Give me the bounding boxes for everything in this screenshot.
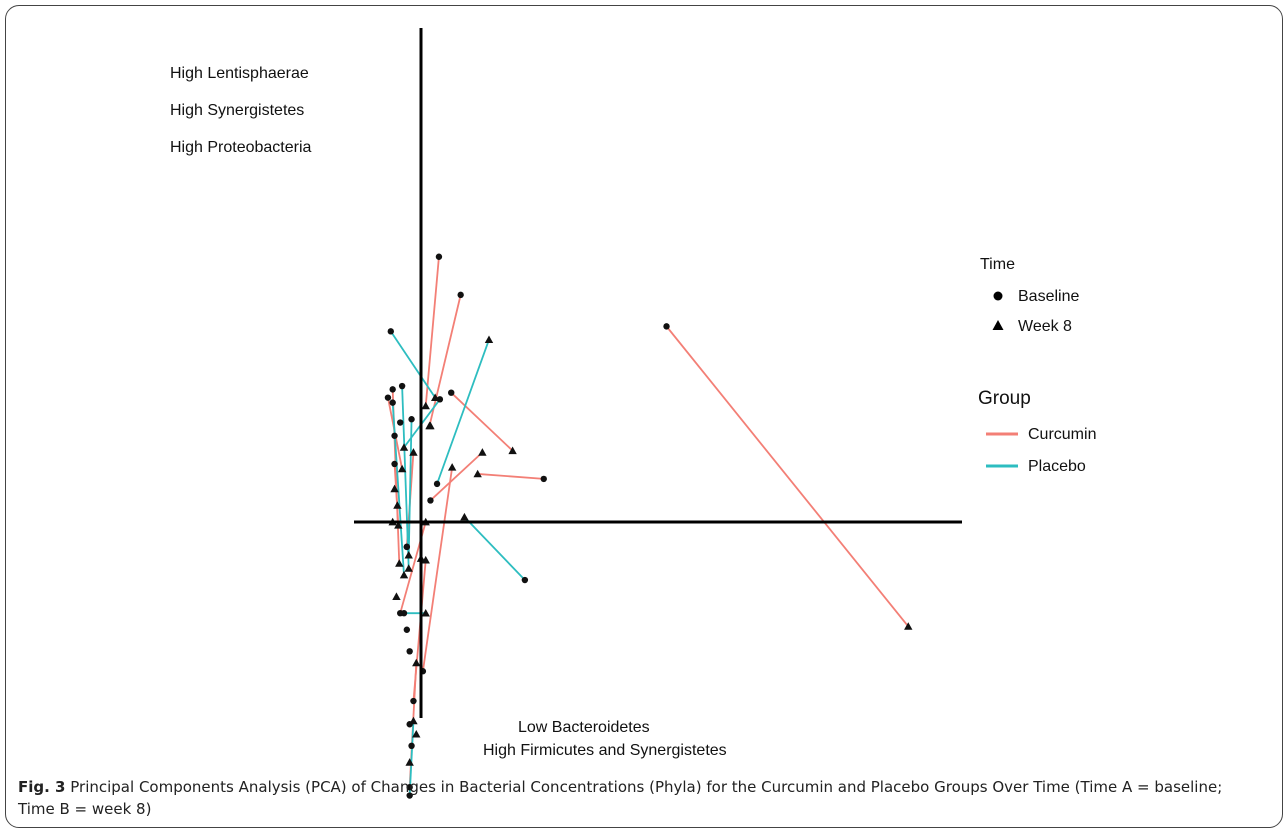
placebo-segment bbox=[463, 516, 526, 581]
curcumin-baseline-point bbox=[457, 291, 464, 299]
legend-week8-label: Week 8 bbox=[1018, 318, 1072, 335]
placebo-baseline-point bbox=[521, 576, 529, 584]
curcumin-week8-point bbox=[508, 446, 517, 455]
placebo-week8-point bbox=[404, 564, 413, 572]
curcumin-week8-point bbox=[478, 448, 487, 456]
quadrant-label-2: High Synergistetes bbox=[170, 102, 305, 119]
curcumin-segment bbox=[428, 294, 462, 427]
week8-point bbox=[392, 592, 401, 600]
placebo-week8-point bbox=[404, 550, 413, 559]
baseline-point bbox=[403, 543, 411, 551]
curcumin-week8-point bbox=[397, 464, 407, 473]
curcumin-baseline-point bbox=[663, 323, 670, 330]
quadrant-label-1: High Lentisphaerae bbox=[170, 65, 309, 82]
curcumin-baseline-point bbox=[406, 784, 413, 791]
figure-frame bbox=[5, 5, 1283, 828]
curcumin-baseline-point bbox=[410, 697, 417, 705]
curcumin-segment bbox=[665, 325, 909, 628]
curcumin-segment bbox=[421, 467, 454, 672]
curcumin-segment bbox=[477, 473, 544, 480]
legend-placebo-label: Placebo bbox=[1028, 458, 1086, 475]
curcumin-baseline-point bbox=[540, 475, 547, 483]
placebo-segment bbox=[390, 330, 436, 399]
curcumin-week8-point bbox=[473, 469, 482, 478]
baseline-point bbox=[406, 648, 413, 655]
legend-circle-icon bbox=[993, 291, 1003, 301]
curcumin-segment bbox=[393, 463, 400, 526]
figure-caption: Fig. 3 Principal Components Analysis (PC… bbox=[18, 776, 1258, 820]
curcumin-baseline-point bbox=[391, 460, 398, 468]
bottom-label-2: High Firmicutes and Synergistetes bbox=[483, 742, 727, 759]
legend-baseline-label: Baseline bbox=[1018, 288, 1080, 305]
baseline-point bbox=[408, 742, 415, 750]
curcumin-week8-point bbox=[447, 463, 457, 471]
legend-triangle-icon bbox=[992, 320, 1004, 330]
placebo-week8-point bbox=[484, 335, 494, 343]
baseline-point bbox=[406, 721, 413, 728]
legend-group-swatches bbox=[986, 432, 1018, 468]
placebo-baseline-point bbox=[400, 609, 408, 617]
curcumin-baseline-point bbox=[435, 253, 443, 260]
week8-point bbox=[412, 730, 421, 738]
placebo-segment bbox=[436, 339, 490, 485]
placebo-week8-point bbox=[421, 608, 430, 617]
caption-label: Fig. 3 bbox=[18, 778, 66, 796]
legend-curcumin-label: Curcumin bbox=[1028, 426, 1097, 443]
placebo-week8-point bbox=[460, 512, 469, 521]
curcumin-week8-point bbox=[394, 521, 403, 529]
bottom-label-1: Low Bacteroidetes bbox=[518, 719, 650, 736]
week8-point bbox=[426, 421, 435, 430]
curcumin-baseline-point bbox=[389, 386, 396, 393]
curcumin-week8-point bbox=[409, 448, 418, 456]
placebo-segment bbox=[408, 720, 415, 796]
curcumin-segment bbox=[429, 451, 483, 502]
placebo-baseline-point bbox=[389, 399, 396, 406]
curcumin-baseline-point bbox=[448, 389, 455, 396]
curcumin-week8-point bbox=[412, 658, 421, 667]
curcumin-segment bbox=[450, 392, 514, 452]
caption-text: Principal Components Analysis (PCA) of C… bbox=[18, 778, 1223, 818]
placebo-baseline-point bbox=[387, 328, 394, 335]
placebo-baseline-point bbox=[406, 792, 413, 799]
placebo-segment bbox=[401, 386, 410, 569]
week8-point bbox=[390, 484, 399, 493]
curcumin-baseline-point bbox=[384, 394, 392, 401]
legend-time-title: Time bbox=[980, 256, 1015, 273]
placebo-week8-point bbox=[399, 443, 409, 451]
placebo-segment bbox=[391, 402, 405, 576]
baseline-point bbox=[403, 626, 411, 633]
legend-time-glyphs bbox=[992, 291, 1004, 330]
curcumin-segment bbox=[424, 256, 440, 407]
quadrant-label-3: High Proteobacteria bbox=[170, 139, 312, 156]
week8-point bbox=[405, 758, 414, 766]
placebo-week8-point bbox=[399, 570, 409, 579]
placebo-baseline-point bbox=[398, 382, 406, 390]
curcumin-week8-point bbox=[395, 559, 404, 567]
baseline-point bbox=[397, 419, 404, 426]
pair-segments bbox=[387, 256, 909, 796]
legend-group-title: Group bbox=[978, 388, 1031, 409]
pca-points bbox=[384, 253, 913, 799]
placebo-segment bbox=[407, 419, 413, 556]
curcumin-week8-point bbox=[421, 401, 430, 410]
curcumin-week8-point bbox=[904, 622, 913, 630]
week8-point bbox=[393, 501, 402, 509]
baseline-point bbox=[391, 432, 398, 439]
placebo-baseline-point bbox=[433, 480, 441, 488]
curcumin-baseline-point bbox=[427, 497, 434, 504]
placebo-baseline-point bbox=[408, 416, 415, 423]
placebo-baseline-point bbox=[436, 396, 444, 403]
